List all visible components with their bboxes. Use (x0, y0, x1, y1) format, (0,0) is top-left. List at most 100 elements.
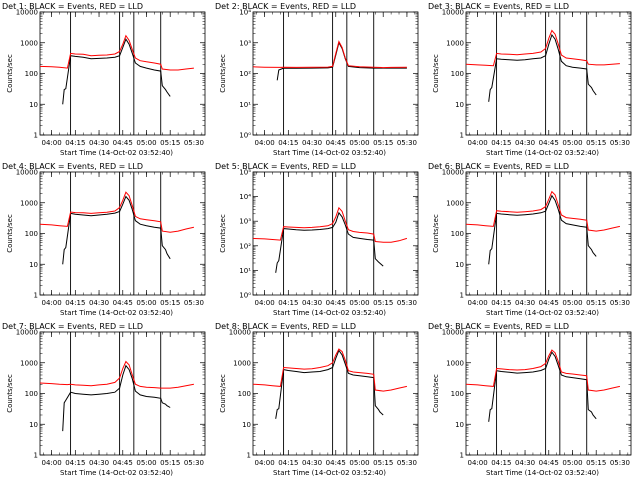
x-tick-label: 04:30 (302, 459, 322, 467)
chart-panel-4: Det 4: BLACK = Events, RED = LLD Counts/s… (2, 162, 206, 317)
chart-panel-7: Det 7: BLACK = Events, RED = LLD Counts/s… (2, 322, 206, 477)
y-tick-label: 1000 (20, 359, 38, 367)
x-tick-label: 05:00 (562, 139, 582, 147)
x-tick-label: 05:15 (373, 459, 393, 467)
x-tick-label: 05:15 (160, 139, 180, 147)
chart-title: Det 1: BLACK = Events, RED = LLD (2, 2, 143, 11)
x-tick-label: 05:00 (562, 459, 582, 467)
x-tick-label: 05:15 (160, 299, 180, 307)
y-tick-label: 10² (239, 70, 251, 78)
y-tick-label: 10 (29, 261, 38, 269)
x-tick-label: 05:15 (373, 139, 393, 147)
series-line-lld (39, 360, 194, 389)
x-tick-label: 05:15 (160, 459, 180, 467)
series-line-lld (465, 349, 621, 392)
x-tick-label: 04:15 (278, 139, 298, 147)
y-tick-label: 10 (455, 421, 464, 429)
x-tick-label: 05:30 (610, 139, 630, 147)
x-tick-label: 05:30 (397, 299, 417, 307)
x-tick-label: 04:30 (515, 139, 535, 147)
y-tick-label: 100 (451, 70, 464, 78)
y-tick-label: 1 (34, 292, 38, 300)
x-tick-label: 05:30 (610, 299, 630, 307)
x-axis-label: Start Time (14-Oct-02 03:52:40) (486, 149, 599, 157)
x-tick-label: 04:15 (278, 459, 298, 467)
x-tick-label: 04:00 (255, 299, 275, 307)
x-tick-label: 04:45 (113, 459, 133, 467)
x-tick-label: 05:30 (397, 139, 417, 147)
y-axis-label: Counts/sec (219, 214, 227, 253)
series-line-lld (39, 34, 194, 71)
y-tick-label: 100 (25, 390, 38, 398)
x-tick-label: 04:30 (515, 299, 535, 307)
x-tick-label: 05:00 (136, 459, 156, 467)
plot-frame (39, 331, 206, 456)
y-axis-label: Counts/sec (219, 54, 227, 93)
x-axis-label: Start Time (14-Oct-02 03:52:40) (486, 309, 599, 317)
chart-panel-6: Det 6: BLACK = Events, RED = LLD Counts/s… (428, 162, 632, 317)
y-tick-label: 10² (239, 242, 251, 250)
x-tick-label: 04:15 (65, 299, 85, 307)
x-tick-label: 04:15 (491, 299, 511, 307)
x-tick-label: 04:00 (468, 299, 488, 307)
series-line-lld (252, 40, 407, 69)
y-axis-label: Counts/sec (432, 54, 440, 93)
y-tick-label: 1000 (446, 39, 464, 47)
y-axis-label: Counts/sec (6, 214, 14, 253)
y-tick-label: 100 (451, 230, 464, 238)
y-tick-label: 1 (460, 452, 464, 460)
x-axis-label: Start Time (14-Oct-02 03:52:40) (273, 469, 386, 477)
x-tick-label: 05:15 (373, 299, 393, 307)
x-tick-label: 05:30 (610, 459, 630, 467)
chart-title: Det 5: BLACK = Events, RED = LLD (215, 162, 356, 171)
x-tick-label: 05:15 (586, 299, 606, 307)
series-line-lld (465, 190, 621, 232)
x-tick-label: 05:15 (586, 459, 606, 467)
series-line-events (62, 364, 171, 432)
chart-panel-9: Det 9: BLACK = Events, RED = LLD Counts/s… (428, 322, 632, 477)
plot-frame (465, 171, 632, 296)
x-tick-label: 04:00 (42, 139, 62, 147)
plot-frame (465, 331, 632, 456)
y-tick-label: 100 (25, 70, 38, 78)
x-axis-label: Start Time (14-Oct-02 03:52:40) (60, 469, 173, 477)
y-tick-label: 1 (34, 132, 38, 140)
y-tick-label: 100 (238, 390, 251, 398)
series-line-lld (252, 206, 408, 243)
y-tick-label: 10³ (239, 218, 251, 226)
x-tick-label: 04:00 (42, 299, 62, 307)
series-line-events (275, 211, 384, 273)
x-tick-label: 04:00 (255, 459, 275, 467)
y-tick-label: 10 (29, 421, 38, 429)
chart-title: Det 8: BLACK = Events, RED = LLD (215, 322, 356, 331)
series-line-events (275, 349, 384, 419)
y-tick-label: 1000 (446, 199, 464, 207)
x-tick-label: 04:15 (278, 299, 298, 307)
x-tick-label: 04:30 (302, 139, 322, 147)
y-tick-label: 10 (455, 101, 464, 109)
series-line-lld (465, 29, 620, 67)
chart-title: Det 2: BLACK = Events, RED = LLD (215, 2, 356, 11)
y-tick-label: 1 (460, 132, 464, 140)
x-axis-label: Start Time (14-Oct-02 03:52:40) (273, 309, 386, 317)
y-tick-label: 1 (247, 452, 251, 460)
chart-panel-8: Det 8: BLACK = Events, RED = LLD Counts/s… (215, 322, 419, 477)
chart-panel-2: Det 2: BLACK = Events, RED = LLD Counts/s… (215, 2, 419, 157)
y-axis-label: Counts/sec (6, 54, 14, 93)
x-tick-label: 04:00 (468, 459, 488, 467)
x-tick-label: 04:30 (89, 299, 109, 307)
x-tick-label: 04:45 (326, 459, 346, 467)
y-tick-label: 10000 (442, 329, 464, 337)
plot-frame (39, 171, 206, 296)
y-tick-label: 10¹ (239, 267, 251, 275)
y-tick-label: 10 (455, 261, 464, 269)
x-tick-label: 04:45 (539, 139, 559, 147)
x-tick-label: 04:45 (113, 139, 133, 147)
y-tick-label: 1000 (20, 199, 38, 207)
x-axis-label: Start Time (14-Oct-02 03:52:40) (273, 149, 386, 157)
chart-title: Det 3: BLACK = Events, RED = LLD (428, 2, 569, 11)
y-tick-label: 1000 (233, 359, 251, 367)
series-line-events (488, 351, 597, 422)
